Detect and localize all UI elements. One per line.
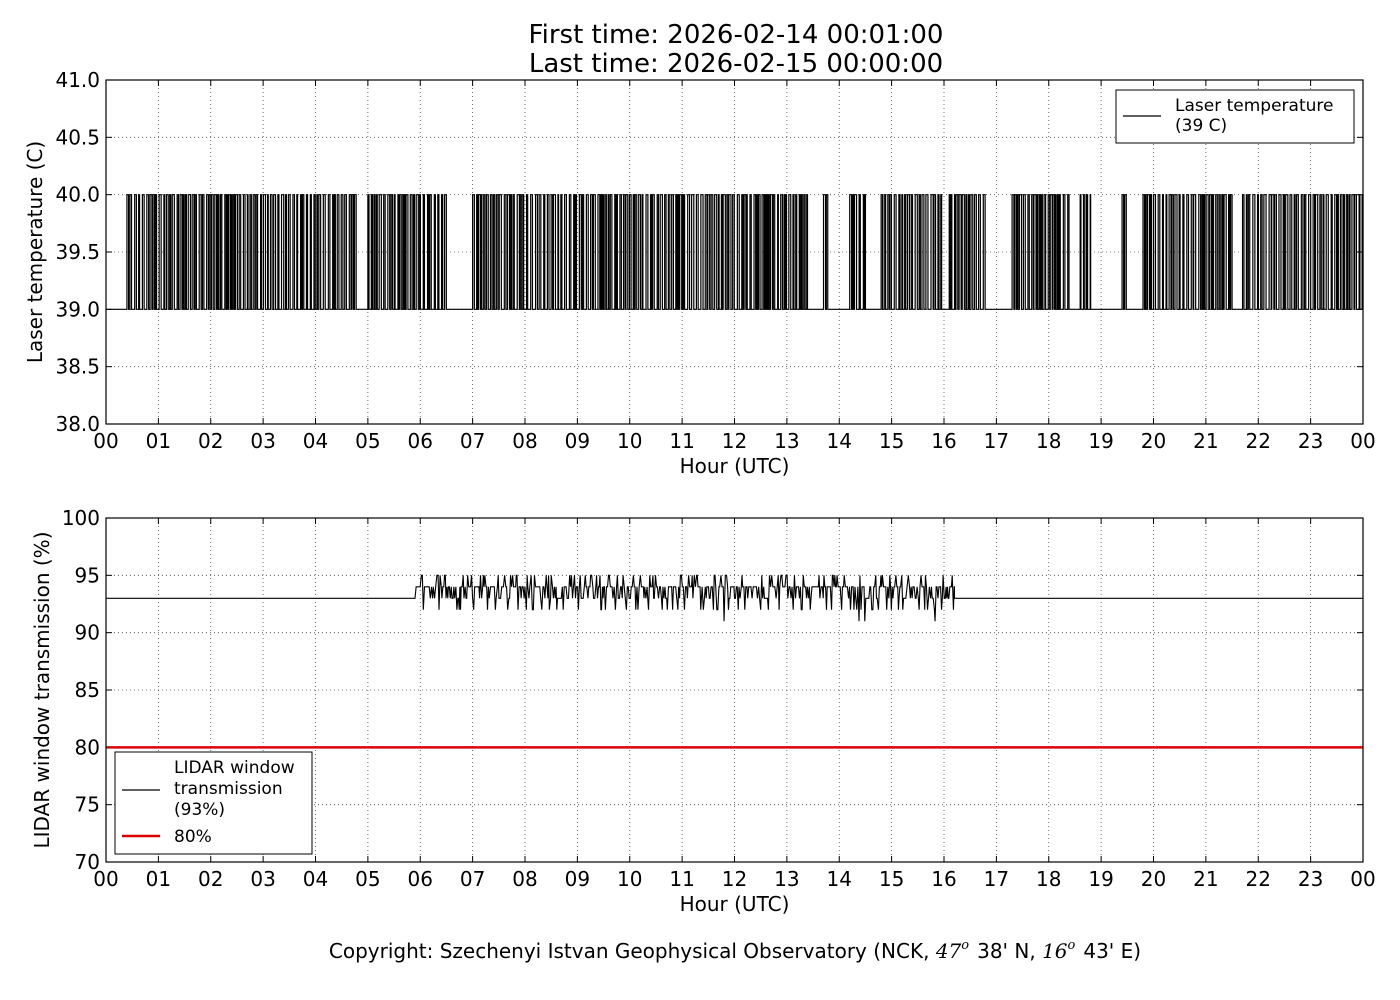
x-tick-label: 01: [146, 867, 171, 891]
legend-label-80: 80%: [174, 827, 212, 847]
plot-frame: [105, 79, 1364, 425]
x-tick-label: 11: [669, 429, 694, 453]
x-tick-label: 00: [93, 429, 118, 453]
x-tick-label: 09: [565, 867, 590, 891]
legend-label-laser: Laser temperature: [1175, 96, 1333, 116]
x-tick-label: 17: [984, 867, 1009, 891]
x-tick-label: 06: [408, 867, 433, 891]
title-line-2: Last time: 2026-02-15 00:00:00: [529, 49, 943, 79]
x-tick-label: 14: [827, 867, 852, 891]
plot-frame: [105, 517, 1364, 863]
x-tick-label: 14: [827, 429, 852, 453]
x-tick-label: 01: [146, 429, 171, 453]
x-tick-label: 23: [1298, 429, 1323, 453]
x-tick-label: 18: [1036, 429, 1061, 453]
copyright-lon-sup: o: [1068, 938, 1076, 953]
x-tick-label: 23: [1298, 867, 1323, 891]
x-tick-label: 07: [460, 429, 485, 453]
x-tick-label: 03: [250, 867, 275, 891]
y-tick-label: 40.0: [55, 183, 100, 207]
legend-label-lidar: LIDAR window: [174, 758, 295, 778]
y-tick-label: 38.0: [55, 412, 100, 436]
x-tick-label: 16: [931, 429, 956, 453]
x-tick-label: 22: [1246, 867, 1271, 891]
copyright-lat-deg: 47: [935, 939, 962, 963]
y-axis-label: LIDAR window transmission (%): [30, 532, 54, 849]
y-tick-label: 39.5: [55, 240, 100, 264]
y-tick-label: 38.5: [55, 355, 100, 379]
legend-label-laser: (39 C): [1175, 116, 1227, 136]
x-tick-label: 18: [1036, 867, 1061, 891]
x-axis-label: Hour (UTC): [680, 892, 790, 916]
x-tick-label: 06: [408, 429, 433, 453]
copyright-prefix: Copyright: Szechenyi Istvan Geophysical …: [329, 939, 936, 963]
y-axis-label: Laser temperature (C): [23, 141, 47, 363]
y-tick-label: 80: [75, 735, 100, 759]
x-tick-label: 21: [1193, 867, 1218, 891]
x-tick-label: 19: [1088, 867, 1113, 891]
y-tick-label: 75: [75, 793, 100, 817]
x-tick-label: 20: [1141, 429, 1166, 453]
x-tick-label: 17: [984, 429, 1009, 453]
lidar-transmission-series-line: [106, 574, 1363, 622]
legend-label-lidar: transmission: [174, 779, 283, 799]
x-tick-label: 00: [93, 867, 118, 891]
y-tick-label: 100: [62, 506, 100, 530]
y-tick-label: 85: [75, 678, 100, 702]
x-tick-label: 15: [879, 429, 904, 453]
copyright-lon-deg: 16: [1042, 939, 1068, 963]
x-tick-label: 16: [931, 867, 956, 891]
x-tick-label: 00: [1350, 429, 1375, 453]
x-tick-label: 05: [355, 429, 380, 453]
copyright-lat-sup: o: [961, 938, 969, 953]
x-tick-label: 08: [512, 867, 537, 891]
x-tick-label: 10: [617, 429, 642, 453]
y-tick-label: 40.5: [55, 125, 100, 149]
y-tick-label: 90: [75, 621, 100, 645]
x-tick-label: 02: [198, 429, 223, 453]
lidar-transmission-chart: 00 01 02 03 04 05 06 07 08 09 10 11 12 13 14 15 16 17 18 19…: [30, 506, 1376, 916]
x-tick-label: 19: [1088, 429, 1113, 453]
copyright-lon-min: 43' E): [1083, 939, 1141, 963]
x-tick-label: 09: [565, 429, 590, 453]
y-tick-label: 95: [75, 563, 100, 587]
x-tick-label: 00: [1350, 867, 1375, 891]
x-tick-label: 20: [1141, 867, 1166, 891]
copyright-lat-min: 38' N,: [977, 939, 1042, 963]
x-tick-label: 15: [879, 867, 904, 891]
x-tick-label: 13: [774, 429, 799, 453]
x-tick-label: 08: [512, 429, 537, 453]
x-tick-label: 13: [774, 867, 799, 891]
x-tick-label: 11: [669, 867, 694, 891]
y-tick-label: 41.0: [55, 68, 100, 92]
x-axis-label: Hour (UTC): [680, 454, 790, 478]
legend-label-lidar: (93%): [174, 800, 225, 820]
y-tick-label: 70: [75, 850, 100, 874]
x-tick-label: 07: [460, 867, 485, 891]
copyright-text: Copyright: Szechenyi Istvan Geophysical …: [329, 938, 1141, 963]
x-tick-label: 05: [355, 867, 380, 891]
x-tick-label: 21: [1193, 429, 1218, 453]
x-tick-label: 12: [722, 429, 747, 453]
x-tick-label: 10: [617, 867, 642, 891]
x-tick-label: 03: [250, 429, 275, 453]
legend: Laser temperature(39 C): [1115, 89, 1355, 144]
x-tick-label: 04: [303, 429, 328, 453]
title-line-1: First time: 2026-02-14 00:01:00: [529, 20, 944, 50]
x-tick-label: 04: [303, 867, 328, 891]
laser-temperature-series-line: [106, 194, 1364, 310]
x-tick-label: 22: [1246, 429, 1271, 453]
y-tick-label: 39.0: [55, 297, 100, 321]
x-tick-label: 02: [198, 867, 223, 891]
laser-temperature-chart: 00 01 02 03 04 05 06 07 08 09 10 11 12 13 14 15 16 17 18 19…: [23, 68, 1376, 478]
x-tick-label: 12: [722, 867, 747, 891]
